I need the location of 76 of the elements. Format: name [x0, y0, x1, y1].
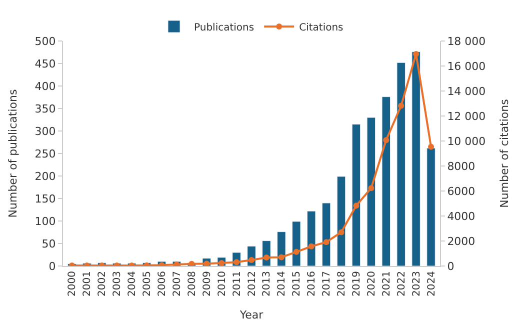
y2-tick-label: 4000 — [447, 210, 476, 223]
x-axis-title: Year — [238, 308, 264, 322]
x-tick-label: 2000 — [67, 271, 78, 296]
point — [218, 260, 225, 266]
bar — [366, 117, 376, 266]
x-tick-label: 2020 — [366, 271, 378, 296]
point — [398, 102, 404, 109]
x-tick-label: 2022 — [396, 271, 408, 296]
legend-label: Publications — [194, 22, 254, 34]
x-tick-label: 2023 — [411, 271, 422, 296]
bar — [322, 202, 331, 266]
x-tick-label: 2008 — [186, 271, 198, 296]
y-axis-title: Number of publications — [6, 89, 20, 218]
point — [263, 254, 270, 260]
legend-label: Citations — [299, 22, 344, 34]
y-tick-label: 100 — [34, 214, 56, 228]
y2-tick-label: 10 000 — [447, 134, 486, 148]
x-tick-label: 2014 — [276, 271, 288, 296]
point — [308, 243, 314, 250]
y2-tick-label: 12 000 — [447, 110, 486, 123]
point — [383, 137, 390, 144]
point — [248, 257, 254, 263]
x-tick-label: 2006 — [156, 271, 168, 296]
x-tick-label: 2004 — [127, 271, 138, 296]
point — [278, 254, 284, 260]
x-tick-label: 2002 — [97, 271, 108, 296]
y2-tick-label: 6000 — [447, 184, 476, 198]
y-tick-label: 250 — [34, 147, 56, 160]
point — [323, 239, 330, 246]
x-tick-label: 2001 — [82, 271, 94, 296]
y-tick-label: 150 — [34, 192, 56, 206]
y-tick-label: 400 — [34, 80, 56, 93]
y2-tick-label: 0 — [447, 260, 454, 273]
y-tick-label: 200 — [34, 170, 56, 183]
y-tick-label: 0 — [48, 260, 56, 273]
bar — [396, 62, 406, 266]
x-tick-label: 2005 — [142, 271, 154, 296]
y2-tick-label: 8000 — [447, 160, 476, 173]
y-tick-label: 350 — [34, 102, 56, 116]
x-tick-label: 2018 — [336, 271, 348, 296]
y2-axis-title: Number of citations — [498, 98, 511, 208]
bar — [336, 176, 346, 266]
bar — [352, 124, 361, 266]
point — [428, 144, 434, 150]
bar — [292, 221, 301, 266]
x-tick-label: 2015 — [292, 271, 303, 296]
x-tick-label: 2007 — [172, 271, 183, 296]
x-tick-label: 2016 — [306, 271, 318, 296]
y-tick-label: 500 — [34, 34, 56, 48]
y-tick-label: 450 — [34, 57, 56, 70]
point — [413, 51, 420, 57]
x-tick-label: 2019 — [351, 271, 362, 296]
x-tick-label: 2012 — [246, 271, 258, 296]
y-tick-label: 50 — [42, 237, 56, 250]
point — [368, 185, 374, 192]
bar — [382, 96, 391, 266]
x-tick-label: 2013 — [262, 271, 273, 296]
x-tick-label: 2010 — [216, 271, 228, 296]
y-tick-label: 300 — [34, 124, 56, 138]
x-tick-label: 2009 — [202, 271, 213, 296]
x-tick-label: 2021 — [381, 271, 392, 296]
y2-tick-label: 18 000 — [447, 34, 486, 48]
bar — [412, 52, 420, 266]
y2-tick-label: 14 000 — [447, 84, 486, 98]
y2-tick-label: 16 000 — [447, 60, 486, 73]
x-tick-label: 2011 — [232, 271, 243, 296]
point — [204, 260, 210, 266]
y2-tick-label: 2000 — [447, 234, 476, 248]
point — [293, 248, 300, 255]
x-tick-label: 2003 — [112, 271, 124, 296]
point — [353, 202, 360, 209]
point — [338, 229, 344, 236]
x-tick-label: 2017 — [322, 271, 333, 296]
x-tick-label: 2024 — [426, 271, 438, 296]
bar — [426, 148, 436, 266]
bar — [306, 210, 316, 266]
